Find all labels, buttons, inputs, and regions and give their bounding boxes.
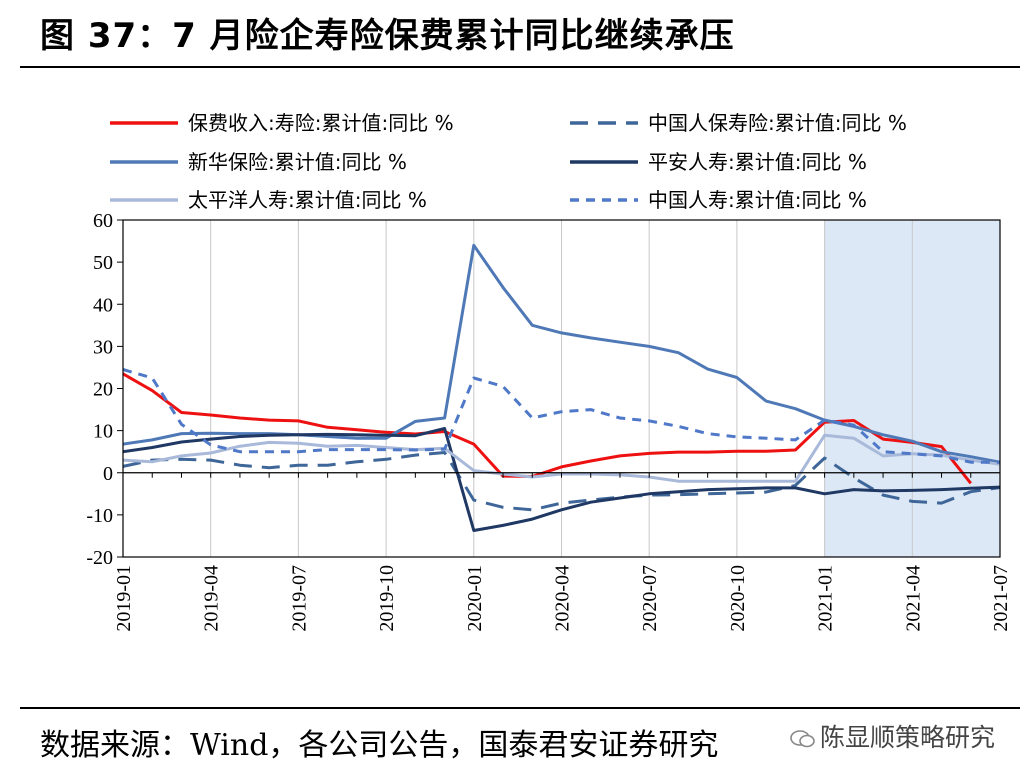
- x-tick-label: 2019-07: [288, 565, 310, 632]
- grid-layer: [210, 220, 913, 557]
- legend-label-2: 中国人保寿险:累计值:同比 %: [648, 111, 907, 135]
- y-tick-label: 30: [93, 336, 113, 358]
- series-line-4: [122, 427, 1001, 532]
- chart-legend: 保费收入:寿险:累计值:同比 % 中国人保寿险:累计值:同比 % 新华保险:累计值:…: [110, 111, 907, 212]
- x-tick-label: 2019-01: [113, 565, 135, 632]
- watermark-text: 陈显顺策略研究: [820, 723, 996, 752]
- legend-label-6: 中国人寿:累计值:同比 %: [648, 188, 867, 212]
- y-tick-label: 60: [93, 210, 113, 232]
- wechat-icon: [790, 730, 815, 748]
- data-source-note: 数据来源：Wind，各公司公告，国泰君安证券研究: [40, 728, 719, 763]
- x-tick-label: 2019-04: [201, 565, 223, 632]
- legend-label-5: 太平洋人寿:累计值:同比 %: [188, 188, 427, 212]
- y-tick-label: 0: [103, 463, 113, 485]
- y-tick-label: -10: [86, 505, 113, 527]
- figure-title: 图 37：7 月险企寿险保费累计同比继续承压: [40, 16, 735, 56]
- line-chart: 保费收入:寿险:累计值:同比 % 中国人保寿险:累计值:同比 % 新华保险:累计值:…: [86, 111, 1012, 632]
- series-line-2: [122, 451, 1001, 512]
- legend-label-1: 保费收入:寿险:累计值:同比 %: [188, 111, 454, 135]
- source-divider: [20, 707, 1020, 709]
- watermark: 陈显顺策略研究: [790, 718, 996, 754]
- x-tick-label: 2020-10: [727, 565, 749, 632]
- y-tick-label: -20: [86, 547, 113, 569]
- x-tick-label: 2020-04: [552, 565, 574, 632]
- y-tick-label: 50: [93, 252, 113, 274]
- series-line-6: [122, 368, 1000, 464]
- y-tick-label: 40: [93, 294, 113, 316]
- legend-label-3: 新华保险:累计值:同比 %: [188, 150, 407, 174]
- y-tick-label: 20: [93, 379, 113, 401]
- x-tick-label: 2020-01: [464, 565, 486, 632]
- x-tick-label: 2020-07: [639, 565, 661, 632]
- x-tick-label: 2021-01: [815, 565, 837, 632]
- title-divider: [20, 66, 1020, 68]
- legend-label-4: 平安人寿:累计值:同比 %: [648, 150, 867, 174]
- y-tick-label: 10: [93, 421, 113, 443]
- x-tick-label: 2021-04: [902, 565, 924, 632]
- x-tick-label: 2021-07: [990, 565, 1012, 632]
- x-tick-label: 2019-10: [376, 565, 398, 632]
